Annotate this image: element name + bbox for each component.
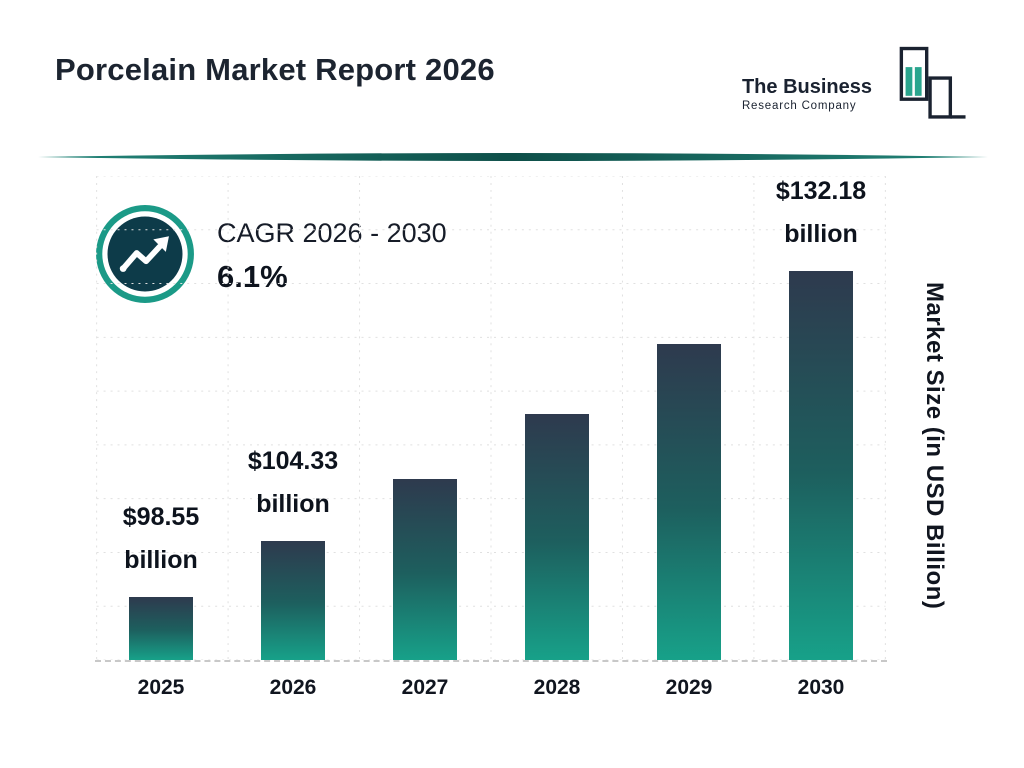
bar-2030 [789,271,853,660]
bar-2028 [525,414,589,660]
bar-column [359,176,491,660]
bar-value-label: $132.18 billion [775,176,867,249]
cagr-value: 6.1% [217,259,288,294]
cagr-range-label: CAGR 2026 - 2030 [217,218,447,248]
bar-2027 [393,479,457,660]
logo-name: The Business [741,76,872,99]
bar-column: $132.18 billion [755,176,887,660]
page-title: Porcelain Market Report 2026 [55,52,495,87]
bar-2026 [261,541,325,660]
bar-value-label: $104.33 billion [247,446,339,519]
y-axis-label: Market Size (in USD Billion) [921,282,948,610]
cagr-badge: CAGR 2026 - 2030 6.1% [95,204,447,304]
x-tick-label: 2029 [665,676,713,699]
chart-plot-area: $98.55 billion $104.33 billion $132.18 bil… [95,176,887,662]
bar-value-label: $98.55 billion [122,502,200,575]
bar-column: $98.55 billion [95,176,227,660]
logo-text: The Business Research Company [742,76,872,113]
bar-area: $98.55 billion $104.33 billion $132.18 bil… [95,176,887,660]
bar-2029 [657,344,721,660]
bar-column [491,176,623,660]
logo-subtitle: Research Company [741,100,857,113]
header-divider [38,153,988,161]
growth-trend-icon [95,204,195,304]
company-logo: The Business Research Company [742,46,968,127]
cagr-text: CAGR 2026 - 2030 6.1% [217,204,447,304]
x-tick-label: 2026 [269,676,317,699]
x-tick-label: 2028 [533,676,581,699]
bar-column [623,176,755,660]
gridlines [96,176,886,660]
bar-chart-logo-icon [882,46,968,127]
bar-2025 [129,597,193,660]
x-tick-label: 2030 [797,676,845,699]
bar-column: $104.33 billion [227,176,359,660]
x-axis: 2025 2026 2027 2028 2029 2030 [95,676,887,700]
x-tick-label: 2025 [137,676,185,699]
x-tick-label: 2027 [401,676,449,699]
